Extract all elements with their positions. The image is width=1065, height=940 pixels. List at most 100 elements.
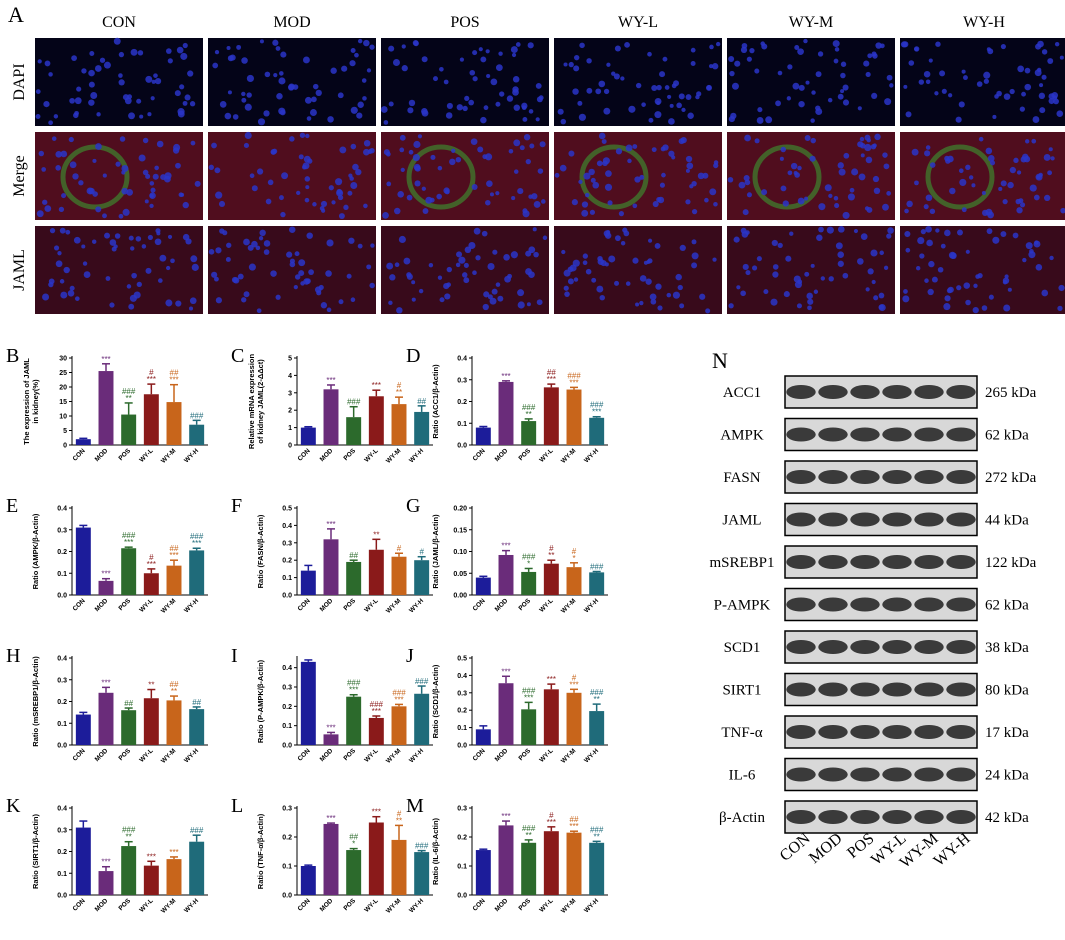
nucleus <box>180 52 188 60</box>
y-tick-label: 0.0 <box>57 893 67 900</box>
nucleus <box>744 179 751 186</box>
nucleus <box>903 84 908 89</box>
nucleus <box>166 265 171 271</box>
nucleus <box>943 303 951 311</box>
nucleus <box>738 181 746 189</box>
nucleus <box>557 108 564 115</box>
blot-strip <box>784 800 978 834</box>
nucleus <box>838 168 846 176</box>
y-tick-label: 5 <box>288 356 292 363</box>
nucleus <box>613 73 620 80</box>
blot-band <box>882 682 912 697</box>
y-tick-label: 0.3 <box>57 827 67 834</box>
nucleus <box>185 238 192 245</box>
x-tick-label: CON <box>472 747 487 762</box>
weight-label: 42 kDa <box>985 810 1029 826</box>
bar <box>566 567 582 595</box>
nucleus <box>214 167 221 174</box>
nucleus <box>1033 240 1041 248</box>
nucleus <box>411 280 416 285</box>
significance-label: # <box>549 811 554 820</box>
nucleus <box>976 81 983 87</box>
blot-band <box>818 427 848 442</box>
nucleus <box>177 108 185 116</box>
nucleus <box>635 82 642 89</box>
significance-label: ### <box>415 677 429 686</box>
nucleus <box>130 246 135 251</box>
nucleus <box>421 186 426 191</box>
blot-band <box>914 427 944 442</box>
nucleus <box>757 107 763 113</box>
green-stain <box>925 144 995 210</box>
nucleus <box>243 291 250 298</box>
nucleus <box>215 191 223 199</box>
y-tick-label: 1 <box>288 425 292 432</box>
nucleus <box>842 84 849 91</box>
nucleus <box>715 41 721 47</box>
nucleus <box>959 178 967 186</box>
blot-band <box>914 512 944 527</box>
nucleus <box>878 292 885 299</box>
nucleus <box>664 85 670 90</box>
nucleus <box>541 199 546 204</box>
bar <box>75 439 91 445</box>
nucleus <box>599 294 605 301</box>
nucleus <box>458 256 466 264</box>
nucleus <box>512 76 520 83</box>
nucleus <box>517 301 525 309</box>
nucleus <box>743 174 750 182</box>
bar <box>143 865 159 895</box>
nucleus <box>35 89 41 94</box>
nucleus <box>533 251 539 258</box>
significance-label: ** <box>171 687 177 696</box>
x-tick-label: WY-H <box>408 897 425 914</box>
significance-label: ## <box>192 698 201 707</box>
y-tick-label: 5 <box>63 428 67 435</box>
x-tick-label: WY-H <box>583 897 600 914</box>
nucleus <box>971 183 976 188</box>
nucleus <box>586 58 592 64</box>
significance-label: ** <box>126 833 132 842</box>
blot-frame <box>784 375 978 409</box>
blot-band <box>914 640 944 654</box>
nucleus <box>1021 91 1026 97</box>
significance-label: *** <box>101 858 110 867</box>
nucleus <box>37 59 42 64</box>
nucleus <box>820 276 825 281</box>
nucleus <box>288 226 296 233</box>
nucleus <box>902 295 910 303</box>
x-tick-label: WY-M <box>560 897 577 914</box>
bar <box>475 850 491 895</box>
panel-label: J <box>406 645 414 667</box>
blot-band <box>786 640 816 654</box>
bar <box>121 846 137 895</box>
blot-band <box>914 470 944 484</box>
blot-band <box>946 767 976 782</box>
nucleus <box>191 263 199 271</box>
nucleus <box>263 249 270 255</box>
blot-band <box>850 810 880 824</box>
nucleus <box>325 270 332 277</box>
nucleus <box>573 65 580 72</box>
nucleus <box>74 296 80 301</box>
protein-label: JAML <box>722 513 761 529</box>
nucleus <box>163 175 171 183</box>
significance-label: ### <box>347 398 361 407</box>
nucleus <box>851 168 859 176</box>
nucleus <box>815 71 822 78</box>
nucleus <box>1024 67 1031 74</box>
nucleus <box>81 68 87 74</box>
nucleus <box>1007 287 1012 292</box>
nucleus <box>343 204 349 211</box>
nucleus <box>771 239 778 247</box>
nucleus <box>173 143 181 152</box>
nucleus <box>411 297 416 302</box>
micrograph <box>727 225 895 314</box>
y-tick-label: 0.3 <box>457 806 467 813</box>
nucleus <box>326 239 334 247</box>
nucleus <box>521 105 527 111</box>
nucleus <box>49 227 56 234</box>
blot-band <box>946 640 976 654</box>
nucleus <box>935 228 940 233</box>
nucleus <box>931 276 938 283</box>
